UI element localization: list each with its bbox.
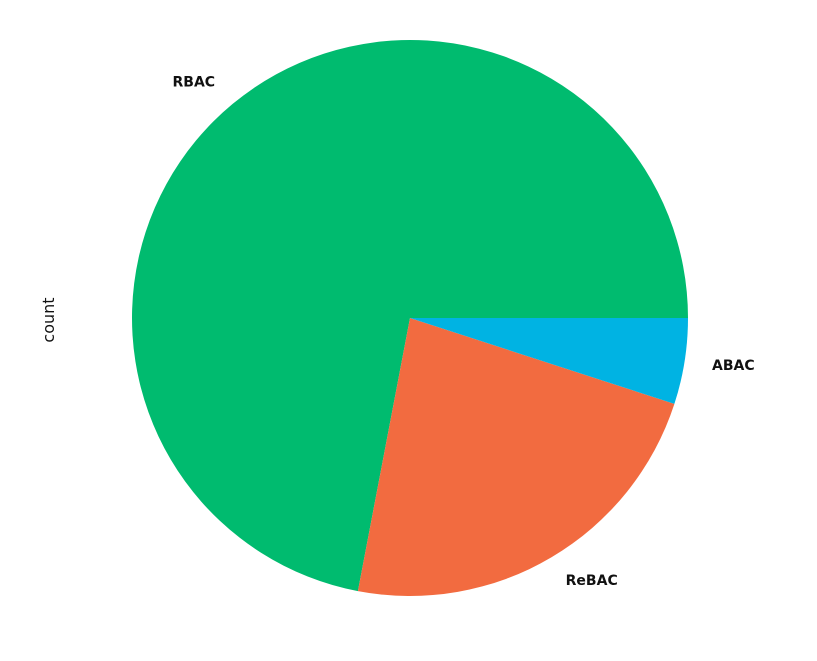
pie-slice-rebac — [357, 318, 675, 596]
pie-slice-rbac — [132, 40, 689, 592]
slice-label-rebac: ReBAC — [566, 573, 618, 589]
y-axis-label: count — [39, 297, 58, 342]
pie-slices — [132, 40, 689, 596]
slice-label-abac: ABAC — [712, 358, 755, 374]
pie-slice-abac — [410, 318, 688, 404]
pie-labels: RBAC ReBAC ABAC — [173, 74, 755, 589]
slice-label-rbac: RBAC — [173, 74, 216, 90]
